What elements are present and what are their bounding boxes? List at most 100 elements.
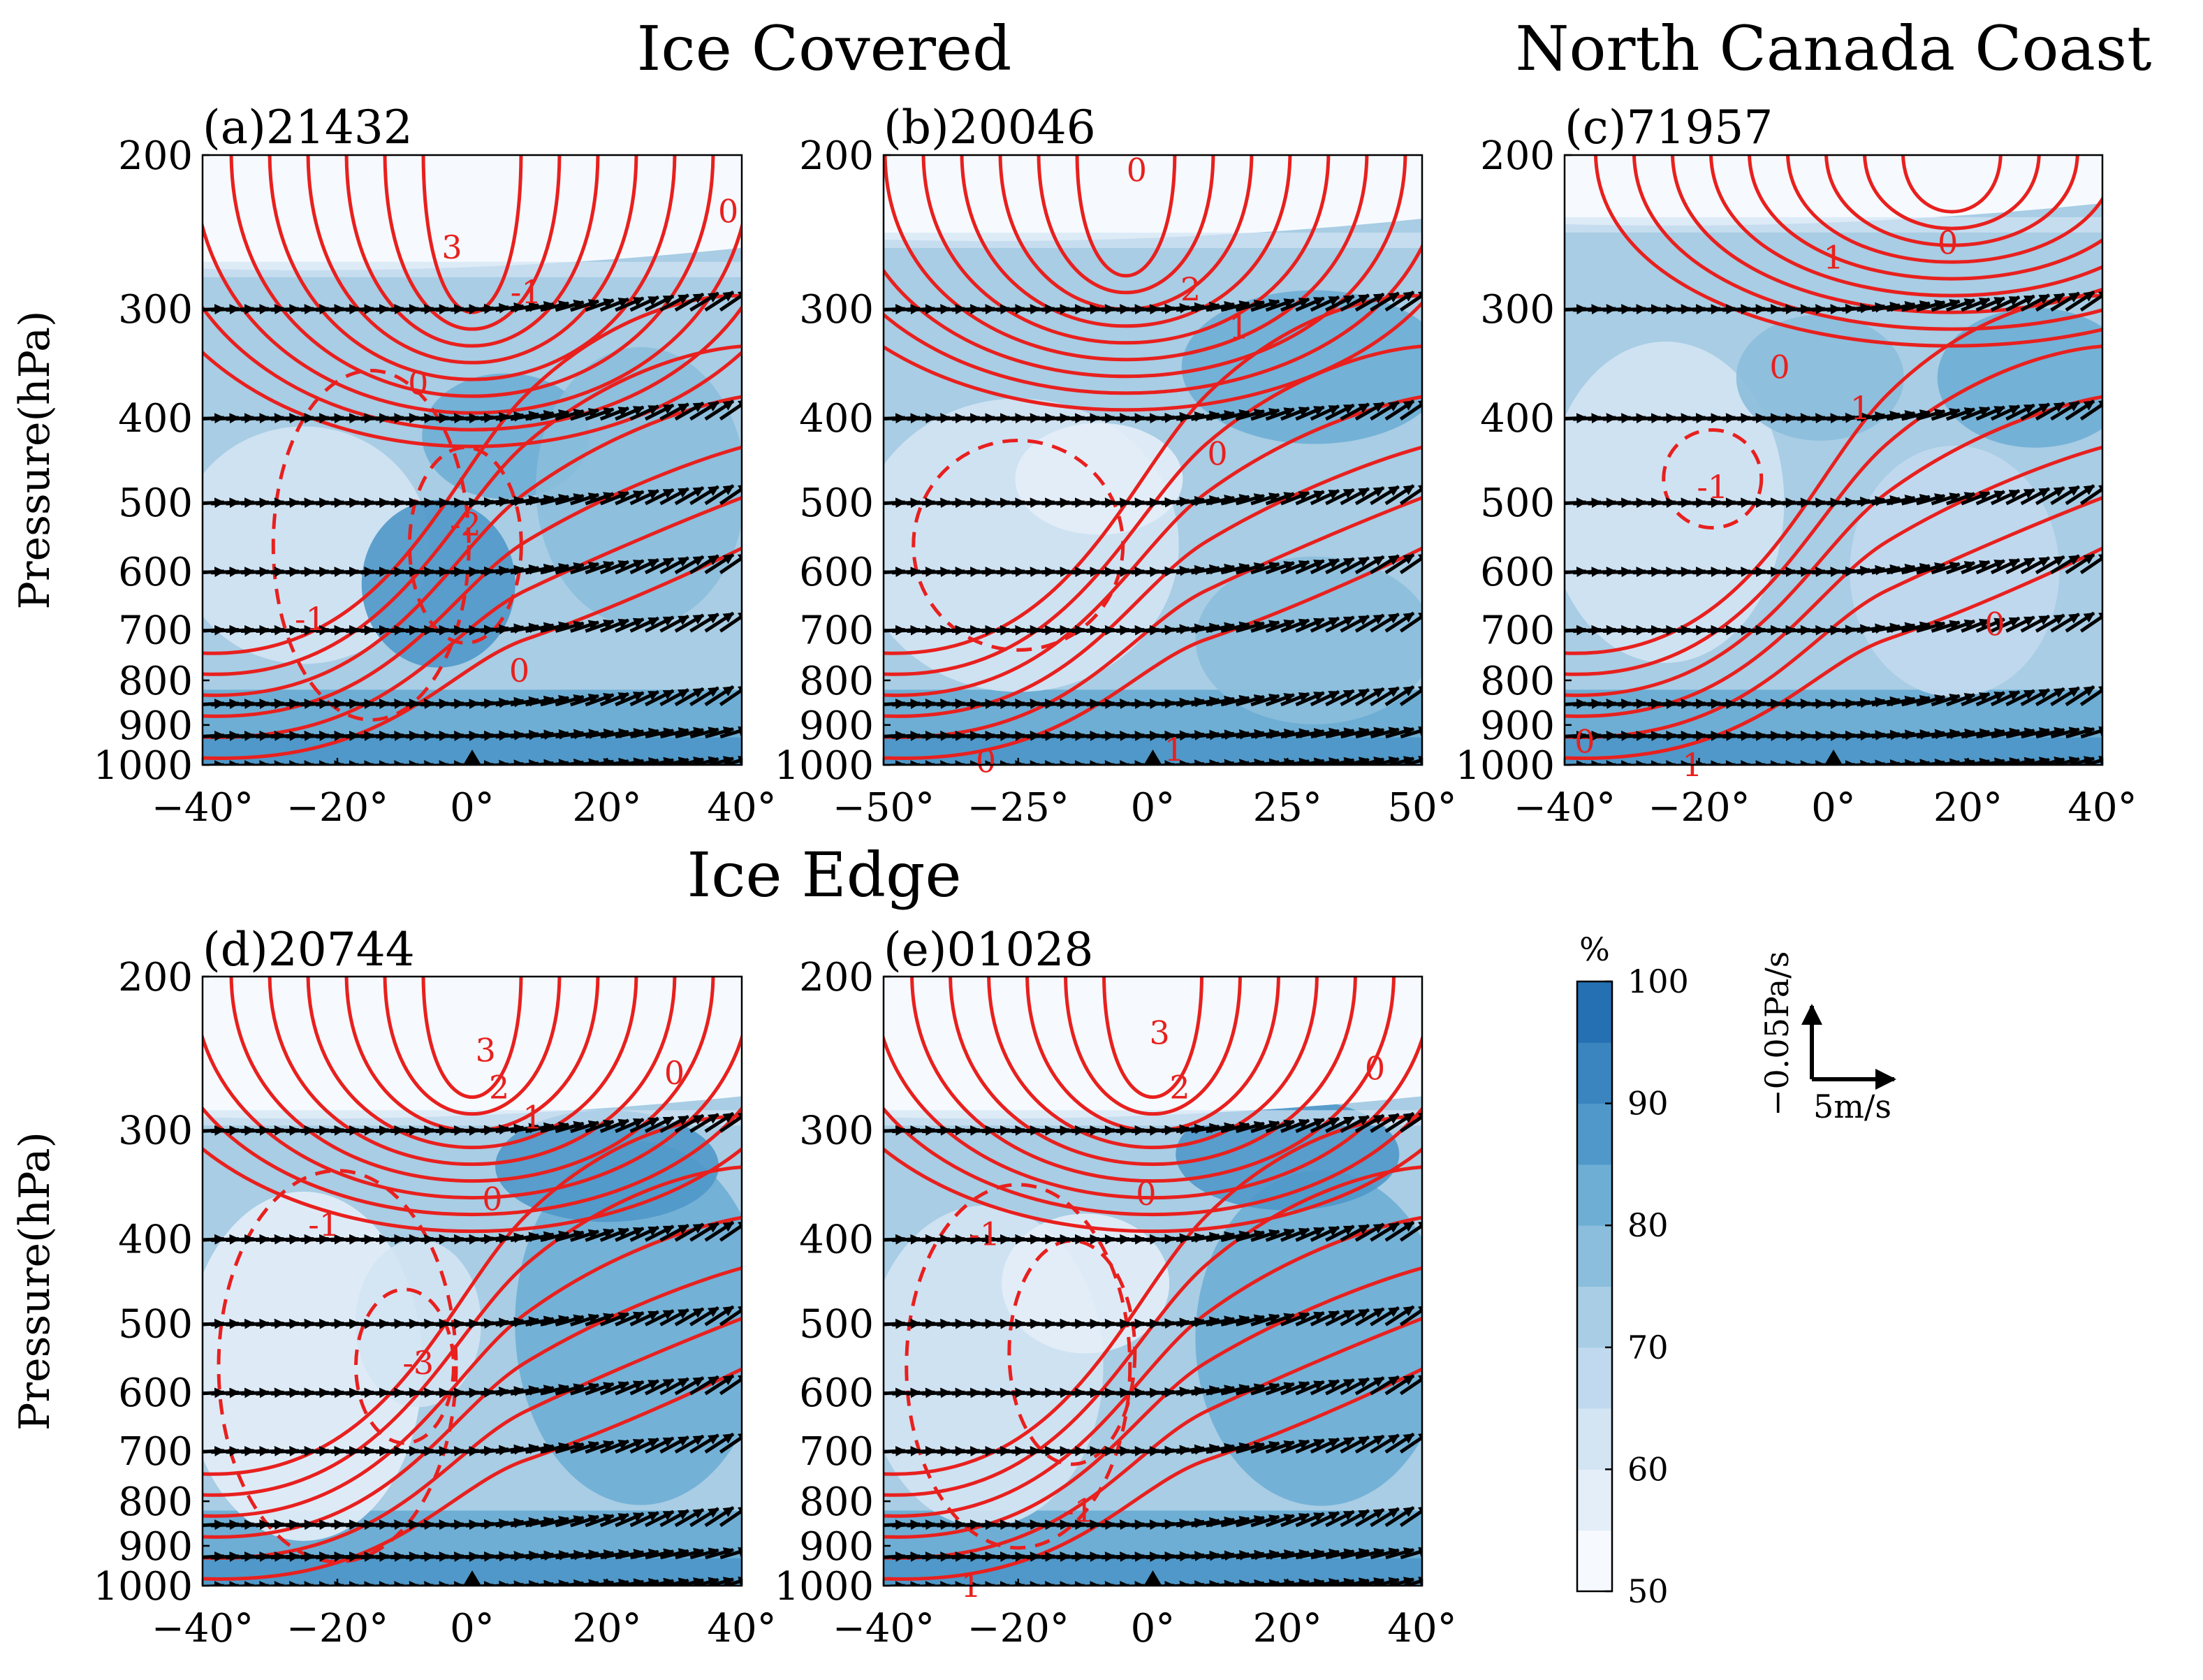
wind-arrow bbox=[629, 489, 659, 506]
wind-arrow bbox=[1976, 728, 2006, 739]
wind-arrow bbox=[555, 1229, 585, 1242]
wind-arrow bbox=[1280, 406, 1310, 421]
wind-arrow bbox=[2020, 402, 2051, 421]
humidity-region bbox=[1195, 556, 1422, 724]
wind-arrow bbox=[1280, 618, 1310, 633]
wind-arrow bbox=[719, 726, 742, 739]
wind-arrow bbox=[1280, 692, 1310, 707]
y-tick-label: 600 bbox=[1480, 550, 1555, 595]
wind-arrow bbox=[659, 293, 689, 312]
x-tick-label: 40° bbox=[707, 785, 776, 831]
wind-arrow bbox=[1354, 292, 1385, 312]
wind-arrow bbox=[585, 1313, 615, 1327]
contour-line-lower bbox=[203, 445, 742, 718]
y-tick-label: 800 bbox=[799, 1480, 874, 1525]
wind-arrow bbox=[1236, 562, 1266, 575]
wind-arrow bbox=[1206, 695, 1236, 707]
wind-arrow bbox=[599, 1381, 630, 1396]
wind-arrow bbox=[1975, 691, 2005, 707]
wind-arrow bbox=[1310, 295, 1340, 312]
y-tick-label: 300 bbox=[1480, 287, 1555, 333]
wind-arrow bbox=[1931, 729, 1961, 740]
wind-arrow bbox=[674, 1113, 705, 1133]
wind-arrow bbox=[540, 621, 570, 633]
wind-arrow bbox=[659, 1377, 689, 1396]
wind-arrow bbox=[1191, 495, 1220, 506]
wind-arrow bbox=[1931, 562, 1961, 575]
wind-arrow bbox=[2050, 756, 2080, 765]
wind-arrow bbox=[1250, 299, 1280, 312]
contour-label: 0 bbox=[1127, 151, 1147, 189]
wind-arrow bbox=[629, 1379, 659, 1396]
panels-group: 3-100-2-10(a)214322003004005006007008009… bbox=[10, 101, 2137, 1651]
y-tick-label: 600 bbox=[799, 550, 874, 595]
wind-arrow bbox=[2050, 554, 2080, 575]
wind-arrow bbox=[495, 1517, 525, 1528]
wind-arrow bbox=[1961, 297, 1991, 312]
wind-arrow bbox=[629, 558, 659, 575]
x-tick-label: 50° bbox=[1387, 785, 1456, 831]
wind-arrow bbox=[540, 494, 570, 506]
contour-label: 0 bbox=[1984, 606, 2005, 643]
wind-arrow bbox=[615, 296, 645, 312]
wind-arrow bbox=[1354, 555, 1385, 575]
wind-arrow bbox=[555, 729, 585, 740]
wind-arrow bbox=[1945, 693, 1976, 707]
wind-arrow bbox=[1280, 490, 1310, 506]
wind-arrow bbox=[540, 729, 570, 740]
wind-arrow bbox=[495, 564, 525, 576]
wind-arrow bbox=[1280, 757, 1310, 765]
wind-arrow bbox=[704, 1111, 735, 1133]
wind-arrow bbox=[2079, 483, 2102, 506]
contour-label: 1 bbox=[522, 1098, 543, 1136]
wind-arrow bbox=[2050, 291, 2080, 312]
wind-arrow bbox=[1280, 728, 1310, 739]
y-tick-label: 600 bbox=[118, 550, 193, 595]
contour-line-upper bbox=[921, 155, 1331, 345]
y-axis-label: Pressure(hPa) bbox=[10, 1132, 59, 1431]
vector-key-vertical-label: −0.05Pa/s bbox=[1758, 951, 1796, 1116]
contour-line-upper bbox=[1863, 155, 2041, 231]
wind-arrow bbox=[570, 562, 600, 575]
y-tick-label: 900 bbox=[799, 1524, 874, 1570]
contour-line-upper bbox=[884, 300, 1422, 412]
wind-arrow bbox=[1310, 757, 1340, 765]
wind-arrow bbox=[1857, 495, 1886, 506]
wind-arrow bbox=[674, 1507, 705, 1528]
x-tick-label: 20° bbox=[572, 1606, 641, 1651]
group-title-ice-covered: Ice Covered bbox=[637, 13, 1012, 85]
contour-label: 3 bbox=[441, 228, 462, 266]
wind-arrow bbox=[2065, 553, 2095, 575]
wind-arrow bbox=[540, 1230, 570, 1242]
wind-arrow bbox=[585, 1440, 615, 1454]
y-tick-label: 1000 bbox=[774, 743, 874, 789]
y-tick-label: 800 bbox=[799, 659, 874, 704]
wind-arrow bbox=[599, 1512, 630, 1528]
contour-line-upper bbox=[1901, 155, 2003, 214]
y-tick-label: 200 bbox=[118, 133, 193, 179]
contour-line-negative bbox=[271, 368, 471, 722]
wind-arrow bbox=[1266, 758, 1296, 765]
colorbar-unit: % bbox=[1579, 930, 1610, 968]
contour-label: 1 bbox=[1229, 308, 1249, 346]
colorbar-tick-label: 90 bbox=[1627, 1085, 1669, 1123]
wind-arrow bbox=[1871, 495, 1901, 506]
x-tick-label: −25° bbox=[967, 785, 1069, 831]
wind-arrow bbox=[689, 1507, 719, 1528]
wind-arrow bbox=[555, 300, 585, 312]
wind-arrow bbox=[540, 300, 570, 312]
wind-arrow bbox=[674, 485, 705, 506]
wind-arrow bbox=[1886, 409, 1916, 421]
wind-arrow bbox=[1886, 622, 1916, 633]
wind-arrow bbox=[1871, 410, 1901, 421]
contour-line-upper bbox=[1786, 155, 2102, 264]
wind-arrow bbox=[2035, 726, 2065, 739]
wind-arrow bbox=[2050, 726, 2080, 739]
wind-arrow bbox=[704, 685, 735, 706]
wind-arrow bbox=[674, 555, 705, 575]
wind-arrow bbox=[540, 694, 570, 707]
wind-arrow bbox=[525, 1442, 555, 1454]
wind-arrow bbox=[1399, 611, 1422, 633]
wind-arrow bbox=[600, 728, 630, 739]
